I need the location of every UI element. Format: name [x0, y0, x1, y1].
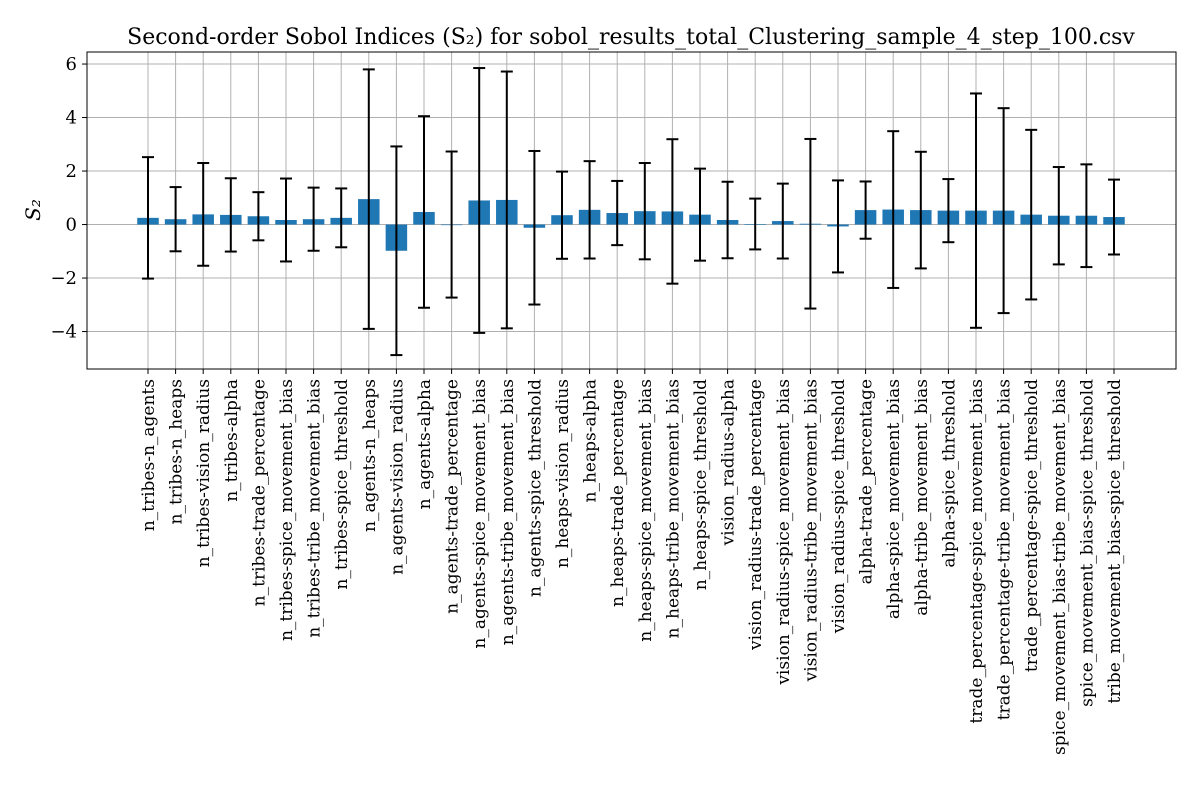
error-bar-n_tribes-trade_percentage — [252, 191, 265, 242]
x-tick-label: n_agents-tribe_movement_bias — [498, 379, 518, 645]
x-tick-label: vision_radius-trade_percentage — [746, 379, 766, 651]
error-bar-n_tribes-spice_movement_bias — [280, 177, 292, 263]
x-tick-label: n_heaps-vision_radius — [553, 379, 573, 568]
x-tick-label: n_tribes-tribe_movement_bias — [305, 379, 325, 638]
error-bar-n_agents-n_heaps — [362, 68, 375, 330]
x-tick-label: n_agents-trade_percentage — [443, 379, 463, 614]
x-tick-label: alpha-spice_movement_bias — [884, 379, 904, 619]
plot-frame — [86, 51, 1177, 370]
y-tick-label: 4 — [66, 108, 77, 129]
error-bar-n_heaps-tribe_movement_bias — [666, 138, 679, 285]
error-bar-alpha-spice_movement_bias — [887, 130, 900, 289]
x-tick-label: vision_radius-alpha — [719, 379, 739, 546]
x-tick-label: n_tribes-trade_percentage — [249, 379, 269, 606]
error-bar-vision_radius-trade_percentage — [749, 197, 762, 251]
x-tick-label: n_tribes-n_heaps — [167, 379, 187, 524]
error-bar-n_tribes-alpha — [224, 177, 237, 253]
error-bar-n_heaps-spice_threshold — [694, 167, 706, 262]
error-bar-n_agents-alpha — [418, 115, 430, 309]
error-bar-spice_movement_bias-tribe_movement_bias — [1052, 166, 1065, 266]
grid-layer — [87, 52, 1176, 369]
x-tick-label: n_tribes-spice_movement_bias — [277, 379, 297, 641]
error-bar-n_heaps-vision_radius — [556, 170, 568, 260]
error-bar-tribe_movement_bias-spice_threshold — [1108, 178, 1120, 256]
x-tick-label: tribe_movement_bias-spice_threshold — [1105, 379, 1125, 704]
x-axis-ticks: n_tribes-n_agents n_tribes-n_heaps n_tribe… — [139, 369, 1125, 755]
x-tick-label: trade_percentage-spice_threshold — [1022, 379, 1042, 672]
error-bar-n_agents-trade_percentage — [445, 150, 458, 299]
x-tick-label: alpha-trade_percentage — [857, 379, 877, 584]
y-tick-label: 2 — [66, 161, 77, 182]
error-bar-n_heaps-spice_movement_bias — [638, 162, 651, 261]
x-tick-label: n_heaps-spice_threshold — [691, 379, 711, 590]
x-tick-label: vision_radius-tribe_movement_bias — [801, 379, 821, 682]
error-bar-n_agents-spice_movement_bias — [473, 67, 486, 334]
x-tick-label: alpha-spice_threshold — [939, 379, 959, 568]
x-tick-label: n_tribes-alpha — [222, 379, 242, 502]
error-bar-trade_percentage-spice_threshold — [1025, 128, 1038, 301]
y-axis-ticks: −4 −2 0 2 4 6 — [50, 54, 87, 343]
error-bar-n_tribes-vision_radius — [197, 162, 210, 267]
y-axis-label: S₂ — [21, 199, 45, 221]
error-bar-alpha-tribe_movement_bias — [914, 150, 927, 270]
error-bar-vision_radius-alpha — [721, 180, 734, 260]
x-tick-label: n_heaps-alpha — [581, 379, 601, 502]
x-tick-label: n_agents-spice_movement_bias — [470, 379, 490, 649]
error-bar-n_agents-tribe_movement_bias — [500, 70, 513, 330]
x-tick-label: n_agents-vision_radius — [387, 379, 407, 575]
error-bar-n_tribes-tribe_movement_bias — [307, 186, 320, 252]
y-tick-label: 0 — [66, 215, 77, 236]
error-bar-n_agents-vision_radius — [390, 145, 403, 357]
x-tick-label: n_tribes-n_agents — [139, 379, 159, 531]
y-tick-label: −4 — [50, 322, 77, 343]
x-tick-label: trade_percentage-tribe_movement_bias — [995, 379, 1015, 720]
x-tick-label: n_heaps-spice_movement_bias — [636, 379, 656, 642]
error-bar-n_tribes-n_heaps — [169, 186, 182, 253]
error-bar-spice_movement_bias-spice_threshold — [1080, 163, 1093, 269]
error-bar-trade_percentage-spice_movement_bias — [970, 92, 982, 329]
error-bar-alpha-spice_threshold — [942, 178, 955, 244]
x-tick-label: n_tribes-spice_threshold — [332, 379, 352, 590]
chart-title: Second-order Sobol Indices (S₂) for sobo… — [127, 25, 1135, 50]
x-tick-label: vision_radius-spice_threshold — [829, 379, 849, 634]
error-bar-n_heaps-alpha — [583, 160, 596, 260]
x-tick-label: spice_movement_bias-tribe_movement_bias — [1050, 379, 1070, 755]
error-bar-n_tribes-spice_threshold — [335, 187, 348, 249]
x-tick-label: n_heaps-tribe_movement_bias — [663, 379, 683, 638]
y-tick-label: 6 — [66, 54, 77, 75]
error-bar-trade_percentage-tribe_movement_bias — [997, 107, 1010, 315]
x-tick-label: spice_movement_bias-spice_threshold — [1077, 379, 1097, 707]
error-bar-vision_radius-spice_movement_bias — [776, 182, 789, 260]
x-tick-label: n_agents-spice_threshold — [525, 379, 545, 597]
x-tick-label: n_heaps-trade_percentage — [608, 379, 628, 607]
error-bar-n_tribes-n_agents — [142, 156, 154, 280]
error-bars-layer — [142, 67, 1120, 357]
error-bar-vision_radius-spice_threshold — [832, 179, 844, 274]
error-bar-vision_radius-tribe_movement_bias — [804, 137, 817, 310]
error-bar-n_agents-spice_threshold — [528, 149, 541, 306]
x-tick-label: n_tribes-vision_radius — [194, 379, 214, 567]
error-bar-alpha-trade_percentage — [859, 180, 872, 240]
x-tick-label: n_agents-n_heaps — [360, 379, 380, 532]
x-tick-label: trade_percentage-spice_movement_bias — [967, 379, 987, 724]
y-tick-label: −2 — [50, 268, 77, 289]
x-tick-label: n_agents-alpha — [415, 379, 435, 509]
x-tick-label: vision_radius-spice_movement_bias — [774, 379, 794, 686]
x-tick-label: alpha-tribe_movement_bias — [912, 379, 932, 616]
error-bar-n_heaps-trade_percentage — [611, 179, 624, 247]
